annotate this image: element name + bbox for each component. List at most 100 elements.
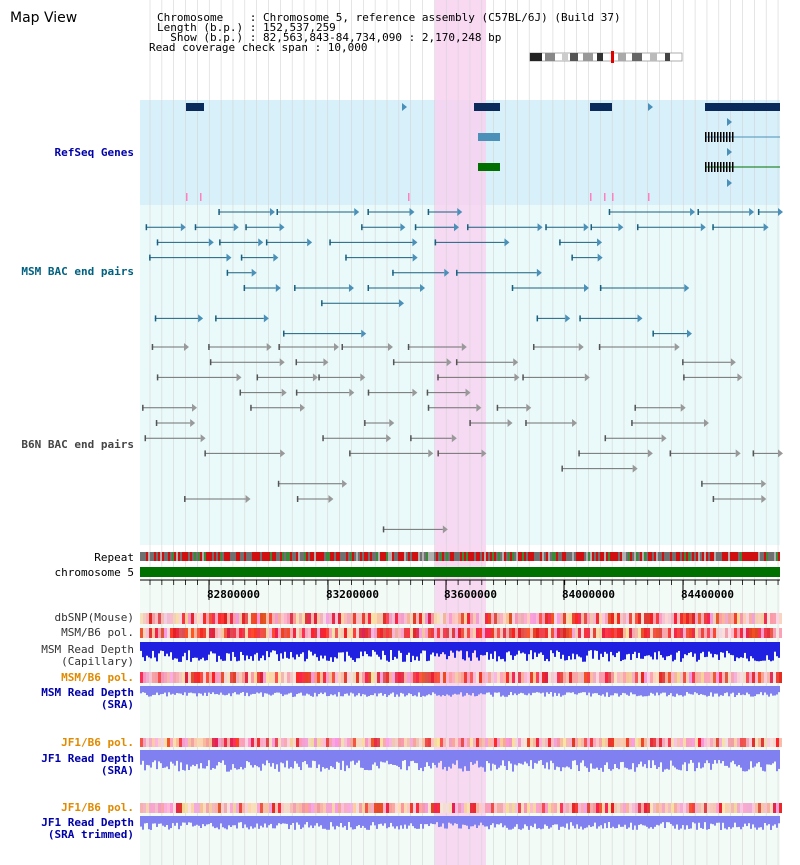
read-depth-bar <box>350 816 352 828</box>
read-depth-bar <box>194 642 196 658</box>
polymorphism-cell <box>467 613 470 624</box>
bac-end <box>184 496 186 502</box>
read-depth-bar <box>450 750 452 769</box>
read-depth-bar <box>658 750 660 768</box>
read-depth-bar <box>542 816 544 829</box>
read-depth-bar <box>478 642 480 661</box>
polymorphism-cell <box>653 613 656 624</box>
read-depth-bar <box>272 642 274 651</box>
bac-arrow-icon <box>597 253 603 262</box>
read-depth-bar <box>452 642 454 653</box>
repeat-block <box>462 552 464 561</box>
polymorphism-cell <box>653 672 656 683</box>
read-depth-bar <box>414 816 416 829</box>
bac-end <box>204 450 206 457</box>
read-depth-bar <box>246 642 248 656</box>
polymorphism-cell <box>704 628 707 638</box>
read-depth-bar <box>560 816 562 827</box>
exon-mark <box>723 132 725 142</box>
polymorphism-cell <box>248 628 251 638</box>
read-depth-bar <box>186 750 188 765</box>
read-depth-bar <box>408 816 410 826</box>
read-depth-bar <box>220 686 222 693</box>
polymorphism-cell <box>185 628 188 638</box>
read-depth-bar <box>570 816 572 823</box>
read-depth-bar <box>348 642 350 656</box>
read-depth-bar <box>608 816 610 823</box>
bac-arrow-icon <box>245 495 251 503</box>
read-depth-bar <box>190 686 192 693</box>
refseq-gene <box>705 103 780 111</box>
read-depth-bar <box>202 686 204 696</box>
read-depth-bar <box>630 816 632 823</box>
read-depth-bar <box>602 686 604 695</box>
repeat-block <box>170 552 172 561</box>
polymorphism-cell <box>251 738 254 747</box>
polymorphism-cell <box>488 628 491 638</box>
repeat-block <box>446 552 448 561</box>
polymorphism-cell <box>605 738 608 747</box>
repeat-block <box>694 552 696 561</box>
polymorphism-cell <box>722 613 725 624</box>
read-depth-bar <box>484 642 486 656</box>
polymorphism-cell <box>491 803 494 813</box>
read-depth-bar <box>276 686 278 693</box>
read-depth-bar <box>768 750 770 765</box>
repeat-block <box>766 552 768 561</box>
read-depth-bar <box>374 750 376 763</box>
read-depth-bar <box>596 816 598 829</box>
read-depth-bar <box>616 750 618 768</box>
read-depth-bar <box>210 642 212 652</box>
polymorphism-cell <box>266 628 269 638</box>
polymorphism-cell <box>323 672 326 683</box>
read-depth-bar <box>458 642 460 652</box>
repeat-block <box>390 552 392 561</box>
read-depth-bar <box>586 750 588 768</box>
read-depth-bar <box>244 642 246 661</box>
read-depth-bar <box>624 642 626 660</box>
polymorphism-cell <box>611 738 614 747</box>
read-depth-bar <box>378 816 380 825</box>
repeat-block <box>428 552 430 561</box>
read-depth-bar <box>264 686 266 694</box>
read-depth-bar <box>420 750 422 768</box>
repeat-block <box>652 552 654 561</box>
read-depth-bar <box>686 642 688 656</box>
read-depth-bar <box>262 642 264 656</box>
read-depth-bar <box>600 686 602 696</box>
polymorphism-cell <box>686 628 689 638</box>
repeat-block <box>614 552 616 561</box>
read-depth-bar <box>404 816 406 825</box>
polymorphism-cell <box>269 613 272 624</box>
read-depth-bar <box>712 816 714 825</box>
polymorphism-cell <box>479 613 482 624</box>
polymorphism-cell <box>161 803 164 813</box>
read-depth-bar <box>736 816 738 828</box>
read-depth-bar <box>508 816 510 830</box>
polymorphism-cell <box>677 803 680 813</box>
read-depth-bar <box>694 642 696 654</box>
highlight-region[interactable] <box>435 0 486 865</box>
read-depth-bar <box>604 642 606 652</box>
read-depth-bar <box>700 816 702 828</box>
polymorphism-cell <box>506 628 509 638</box>
repeat-block <box>564 552 566 561</box>
repeat-block <box>468 552 470 561</box>
repeat-block <box>606 552 608 561</box>
read-depth-bar <box>504 816 506 826</box>
read-depth-bar <box>762 642 764 661</box>
read-depth-bar <box>472 642 474 653</box>
repeat-block <box>266 552 268 561</box>
polymorphism-cell <box>572 803 575 813</box>
repeat-block <box>740 552 742 561</box>
read-depth-bar <box>708 750 710 764</box>
polymorphism-cell <box>173 672 176 683</box>
read-depth-bar <box>546 750 548 763</box>
polymorphism-cell <box>416 628 419 638</box>
read-depth-bar <box>522 750 524 765</box>
read-depth-bar <box>170 686 172 695</box>
read-depth-bar <box>756 686 758 695</box>
polymorphism-cell <box>614 628 617 638</box>
polymorphism-cell <box>719 803 722 813</box>
